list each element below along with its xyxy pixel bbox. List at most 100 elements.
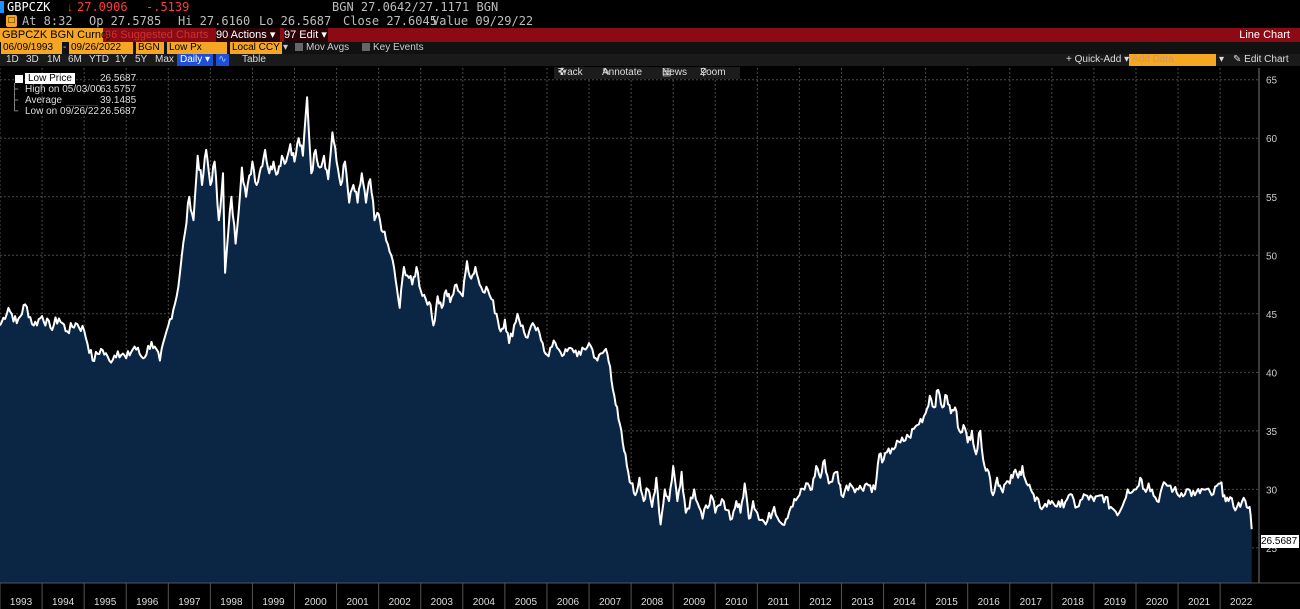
period-3d[interactable]: 3D (26, 54, 39, 65)
down-arrow-icon: ↓ (67, 0, 73, 14)
tree-branch-icon: ├ (11, 95, 19, 106)
chart-style-icon[interactable]: ∿ (216, 54, 229, 66)
legend-value: 26.5687 (100, 106, 137, 117)
quick-add-button[interactable]: + Quick-Add ▾ (1066, 54, 1129, 66)
x-tick-label: 2017 (1020, 597, 1043, 608)
last-price: 27.0906 (77, 0, 128, 14)
actions-menu[interactable]: 90 Actions ▾ (216, 28, 280, 42)
x-tick-label: 1995 (94, 597, 117, 608)
magnifier-icon: ⚲ (700, 67, 708, 78)
x-tick-label: 2016 (978, 597, 1001, 608)
chevron-down-icon: ▾ (269, 29, 276, 41)
checkbox-icon (295, 43, 303, 51)
add-data-input[interactable]: Add Data (1129, 54, 1216, 66)
last-price-flag: 26.5687 (1261, 535, 1299, 548)
legend-label: Average (25, 95, 63, 106)
bid-ask: BGN 27.0642/27.1171 BGN (332, 0, 499, 14)
legend-label: Low Price (25, 73, 75, 84)
quote-row-2: □ At 8:32 Op 27.5785 Hi 27.6160 Lo 26.56… (0, 14, 1300, 28)
frequency-label: Daily (180, 54, 203, 65)
edit-menu[interactable]: 97 Edit ▾ (284, 28, 328, 42)
quote-time: At 8:32 (22, 14, 73, 28)
value-date: Value 09/29/22 (432, 14, 534, 28)
period-5y[interactable]: 5Y (135, 54, 148, 65)
actions-label: 90 Actions (216, 29, 267, 41)
period-1y[interactable]: 1Y (115, 54, 128, 65)
news-icon: ▤ (662, 67, 672, 78)
x-tick-label: 2013 (851, 597, 874, 608)
y-axis-ticks: 25 30 35 40 45 50 55 60 65 (1266, 76, 1278, 555)
crosshair-icon: ✜ (558, 67, 567, 78)
source-field[interactable]: BGN (136, 42, 164, 54)
pencil-icon: ✎ (602, 67, 611, 78)
key-events-toggle[interactable]: Key Events (362, 42, 424, 54)
chart-toolbar: ✜ Track ✎ Annotate ▤ News ⚲ Zoom (554, 67, 740, 79)
period-1m[interactable]: 1M (47, 54, 61, 65)
tree-branch-icon: ├ (11, 84, 19, 95)
parameter-bar: 06/09/1993 - 09/26/2022 BGN Low Px Local… (0, 42, 1300, 54)
price-field-select[interactable]: Low Px (167, 42, 227, 54)
news-label: News (662, 67, 688, 78)
y-tick-label: 55 (1266, 193, 1278, 204)
x-tick-label: 2000 (304, 597, 327, 608)
low-price: Lo 26.5687 (259, 14, 332, 28)
menu-bar: GBPCZK BGN Curncy 96 Suggested Charts 90… (0, 28, 1300, 42)
x-tick-label: 2012 (809, 597, 832, 608)
key-events-label: Key Events (373, 42, 424, 53)
frequency-select[interactable]: Daily ▾ (177, 54, 214, 66)
legend-item-high: ├ High on 05/03/00 63.5757 (8, 84, 136, 95)
y-tick-label: 25 (1266, 544, 1278, 555)
x-tick-label: 2019 (1104, 597, 1127, 608)
chart-type-label: Line Chart (1239, 29, 1290, 41)
period-max[interactable]: Max (155, 54, 174, 65)
security-field[interactable]: GBPCZK BGN Curncy (0, 28, 113, 42)
x-tick-label: 2018 (1062, 597, 1085, 608)
ticker-marker (0, 1, 4, 13)
legend-item-low-price[interactable]: Low Price 26.5687 (8, 73, 136, 84)
ticker-symbol[interactable]: GBPCZK (7, 0, 51, 14)
chevron-down-icon[interactable]: ▾ (283, 42, 289, 53)
x-tick-label: 1993 (10, 597, 33, 608)
mov-avgs-label: Mov Avgs (306, 42, 350, 53)
x-tick-label: 1998 (220, 597, 243, 608)
period-6m[interactable]: 6M (68, 54, 82, 65)
y-tick-label: 30 (1266, 485, 1278, 496)
period-ytd[interactable]: YTD (89, 54, 109, 65)
x-tick-label: 2008 (641, 597, 664, 608)
x-tick-label: 2020 (1146, 597, 1169, 608)
edit-chart-label: Edit Chart (1244, 54, 1289, 65)
start-date-field[interactable]: 06/09/1993 (1, 42, 62, 54)
x-tick-label: 2005 (515, 597, 538, 608)
chevron-down-icon: ▾ (1124, 54, 1130, 65)
x-tick-label: 2004 (473, 597, 496, 608)
net-change: -.5139 (146, 0, 190, 14)
suggested-charts-button[interactable]: 96 Suggested Charts (105, 29, 209, 41)
x-axis-ticks: 1993 1994 1995 1996 1997 1998 1999 2000 2001 2002… (0, 582, 1300, 609)
table-button[interactable]: Table (242, 54, 266, 65)
x-tick-label: 2001 (347, 597, 370, 608)
chevron-down-icon[interactable]: ▾ (1219, 54, 1225, 65)
x-tick-label: 2002 (389, 597, 412, 608)
x-tick-label: 1996 (136, 597, 159, 608)
y-tick-label: 65 (1266, 76, 1278, 87)
chevron-down-icon: ▾ (205, 54, 211, 65)
lock-icon[interactable]: □ (6, 15, 17, 27)
y-tick-label: 40 (1266, 368, 1278, 379)
edit-chart-button[interactable]: ✎ Edit Chart (1233, 54, 1289, 66)
mov-avgs-toggle[interactable]: Mov Avgs (295, 42, 349, 54)
price-area-fill (0, 97, 1252, 584)
x-tick-label: 1997 (178, 597, 201, 608)
legend-value: 26.5687 (100, 73, 137, 84)
x-tick-label: 2022 (1230, 597, 1253, 608)
end-date-field[interactable]: 09/26/2022 (69, 42, 133, 54)
quote-row-1: GBPCZK ↓ 27.0906 -.5139 BGN 27.0642/27.1… (0, 0, 1300, 14)
legend-value: 63.5757 (100, 84, 137, 95)
legend-swatch (15, 75, 23, 83)
date-separator: - (63, 42, 67, 53)
high-price: Hi 27.6160 (178, 14, 251, 28)
x-tick-label: 2014 (893, 597, 916, 608)
x-tick-label: 2009 (683, 597, 706, 608)
currency-select[interactable]: Local CCY (230, 42, 282, 54)
period-1d[interactable]: 1D (6, 54, 19, 65)
